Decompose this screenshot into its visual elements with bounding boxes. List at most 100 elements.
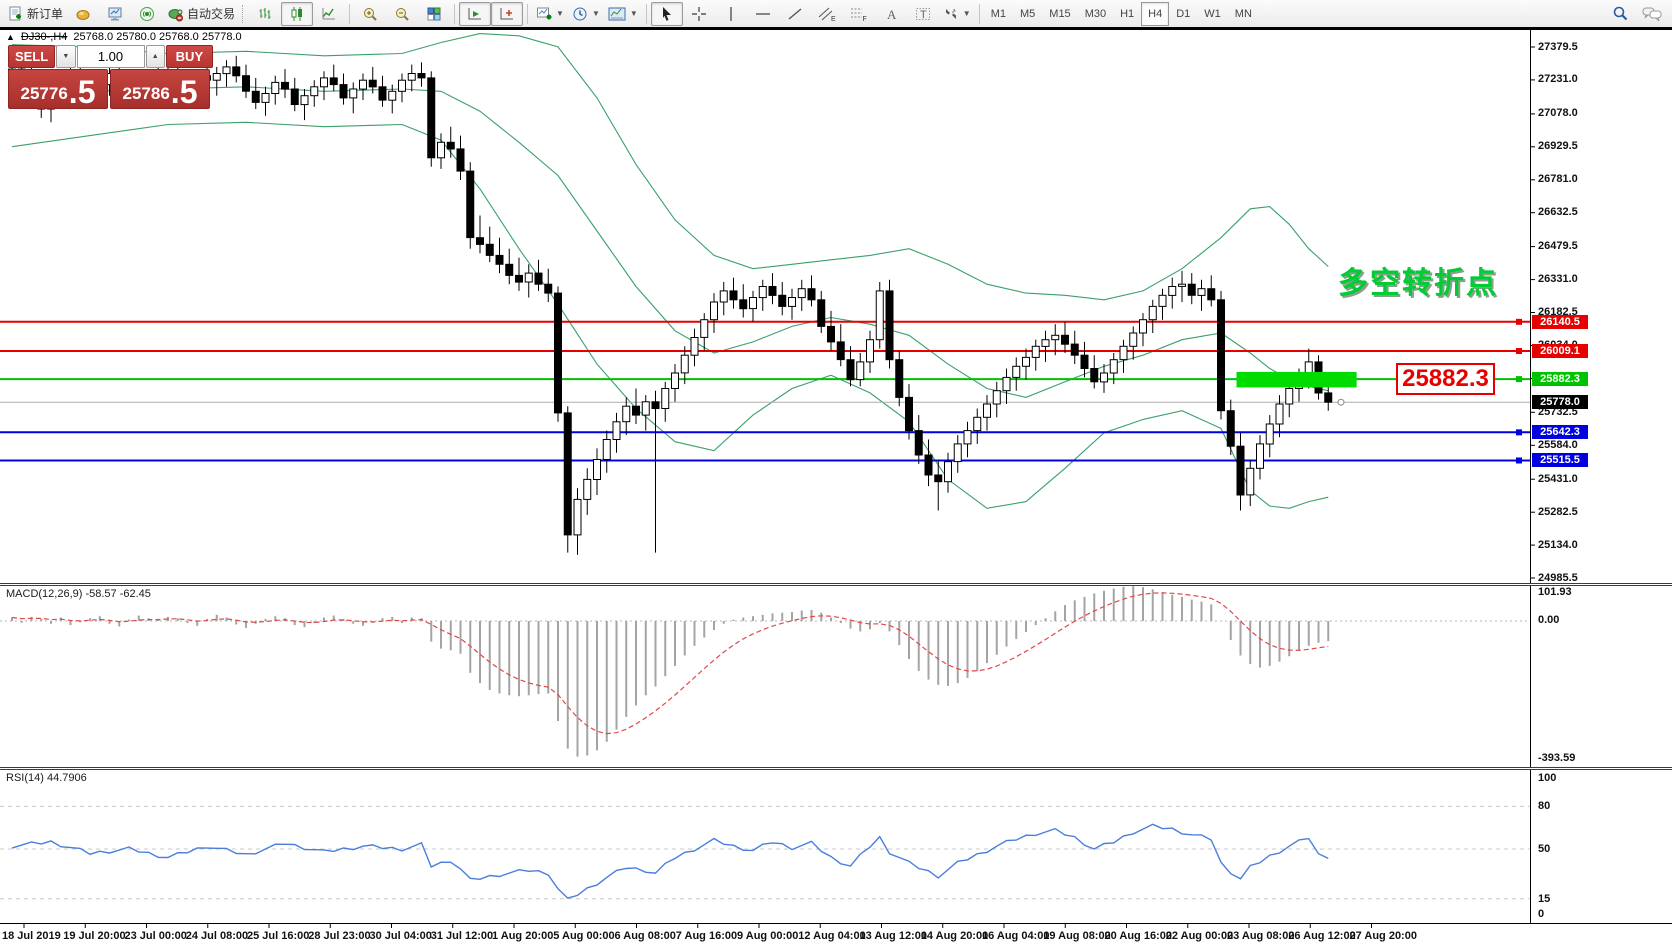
price-axis-tick-label: 26331.0 (1538, 273, 1578, 286)
line-handle-marker[interactable] (1516, 318, 1522, 325)
time-axis-label: 18 Jul 2019 (2, 930, 61, 942)
search-icon (1613, 6, 1627, 21)
volume-input[interactable] (76, 45, 145, 68)
toolbar-separator (349, 3, 351, 24)
autotrading-label: 自动交易 (187, 7, 236, 21)
candle (1100, 364, 1108, 393)
svg-text:T: T (920, 9, 927, 21)
rsi-pane-separator[interactable] (0, 767, 1672, 770)
macd-pane-separator[interactable] (0, 583, 1672, 586)
trendline-tool-button[interactable] (779, 2, 811, 26)
candle-body (446, 141, 455, 150)
candle-body (378, 86, 387, 101)
zoom-in-button[interactable] (354, 2, 386, 26)
candle (846, 346, 855, 387)
candle-body (505, 263, 514, 276)
candle (1324, 386, 1333, 411)
templates-button[interactable]: ▼ (604, 2, 642, 26)
auto-scroll-button[interactable] (459, 1, 492, 26)
line-handle-marker[interactable] (1516, 429, 1522, 436)
candle-body (836, 341, 845, 361)
bar-chart-mode-button[interactable] (249, 2, 281, 26)
crosshair-tool-button[interactable] (683, 2, 715, 26)
candle (554, 286, 562, 422)
candle (368, 66, 377, 94)
vertical-line-tool-button[interactable] (715, 2, 747, 26)
chart-annotation-text[interactable]: 多空转折点 (1338, 267, 1498, 300)
candle-body (271, 81, 280, 95)
line-handle-marker[interactable] (1516, 347, 1522, 354)
timeframe-m5-button[interactable]: M5 (1020, 7, 1036, 20)
highlight-zone-rect[interactable] (1236, 371, 1357, 388)
timeframe-mn-button[interactable]: MN (1234, 7, 1252, 20)
timeframe-w1-button[interactable]: W1 (1204, 7, 1221, 20)
timeframe-m30-button[interactable]: M30 (1084, 7, 1107, 20)
fibonacci-tool-button[interactable]: F (843, 2, 875, 26)
volume-increase-button[interactable]: ▲ (145, 45, 165, 68)
volume-decrease-button[interactable]: ▼ (56, 45, 76, 68)
line-handle-marker[interactable] (1516, 457, 1522, 464)
line-chart-mode-button[interactable] (313, 2, 345, 26)
candle-body (1256, 443, 1264, 469)
candle (1168, 277, 1177, 309)
text-tool-button[interactable]: A (875, 2, 907, 26)
chat-button[interactable] (1636, 2, 1668, 26)
candle (466, 162, 475, 249)
auto-scroll-icon (468, 7, 482, 19)
time-axis-label: 19 Aug 08:00 (1043, 930, 1111, 942)
cursor-icon (662, 6, 671, 21)
tile-windows-button[interactable] (418, 2, 450, 26)
candle-body (1324, 392, 1333, 403)
price-callout-box[interactable]: 25882.3 (1396, 363, 1495, 395)
indicators-icon (537, 7, 552, 19)
candle (778, 282, 787, 316)
sell-price-button[interactable]: 25776 .5 (8, 69, 108, 109)
macd-axis-label: 0.00 (1538, 614, 1560, 626)
collapse-panel-arrow-icon[interactable]: ▲ (6, 32, 15, 42)
autotrading-icon (168, 8, 184, 21)
search-button[interactable] (1604, 2, 1636, 26)
candle-body (1070, 343, 1079, 356)
text-label-tool-button[interactable]: T (907, 2, 939, 26)
candle (944, 452, 952, 493)
buy-button[interactable]: BUY (165, 45, 213, 68)
market-watch-button[interactable] (99, 2, 131, 26)
time-axis-label: 31 Jul 12:00 (430, 930, 494, 942)
horizontal-line-tool-button[interactable] (747, 2, 779, 26)
chart-shift-button[interactable] (491, 1, 524, 26)
sell-button[interactable]: SELL (8, 45, 56, 68)
candle-body (476, 237, 484, 245)
one-click-trading-panel: SELL ▼ ▲ BUY 25776 .5 25786 .5 (8, 45, 213, 109)
zoom-out-button[interactable] (386, 2, 418, 26)
cursor-tool-button[interactable] (650, 1, 683, 26)
timeframe-m15-button[interactable]: M15 (1049, 7, 1071, 20)
svg-text:A: A (887, 7, 897, 22)
candle-body (622, 405, 631, 423)
periods-button[interactable]: ▼ (568, 2, 604, 26)
timeframe-h1-button[interactable]: H1 (1120, 7, 1135, 20)
candle (963, 421, 972, 458)
arrows-tool-button[interactable]: ▼ (939, 2, 975, 26)
profiles-button[interactable] (67, 2, 99, 26)
timeframe-d1-button[interactable]: D1 (1176, 7, 1191, 20)
autotrading-button[interactable]: 自动交易 (163, 2, 239, 26)
indicators-button[interactable]: ▼ (532, 2, 568, 26)
signals-button[interactable] (131, 2, 163, 26)
timeframe-m1-button[interactable]: M1 (990, 7, 1006, 20)
price-axis-tick-label: 27078.0 (1538, 107, 1578, 120)
buy-price-button[interactable]: 25786 .5 (110, 69, 210, 109)
timeframe-h4-button[interactable]: H4 (1141, 1, 1170, 26)
candle-body (242, 75, 250, 92)
equidistant-channel-tool-button[interactable]: E (811, 2, 843, 26)
line-handle-marker[interactable] (1516, 376, 1522, 383)
horizontal-line-icon (755, 12, 770, 15)
candle (232, 55, 241, 83)
time-axis-label: 23 Aug 08:00 (1227, 930, 1295, 942)
candle (953, 435, 962, 473)
candlestick-mode-button[interactable] (281, 1, 314, 26)
candle-body (1100, 372, 1108, 383)
candle (622, 397, 631, 436)
candle-body (661, 388, 670, 409)
candle (661, 381, 670, 422)
new-order-button[interactable]: 新订单 (4, 2, 67, 26)
